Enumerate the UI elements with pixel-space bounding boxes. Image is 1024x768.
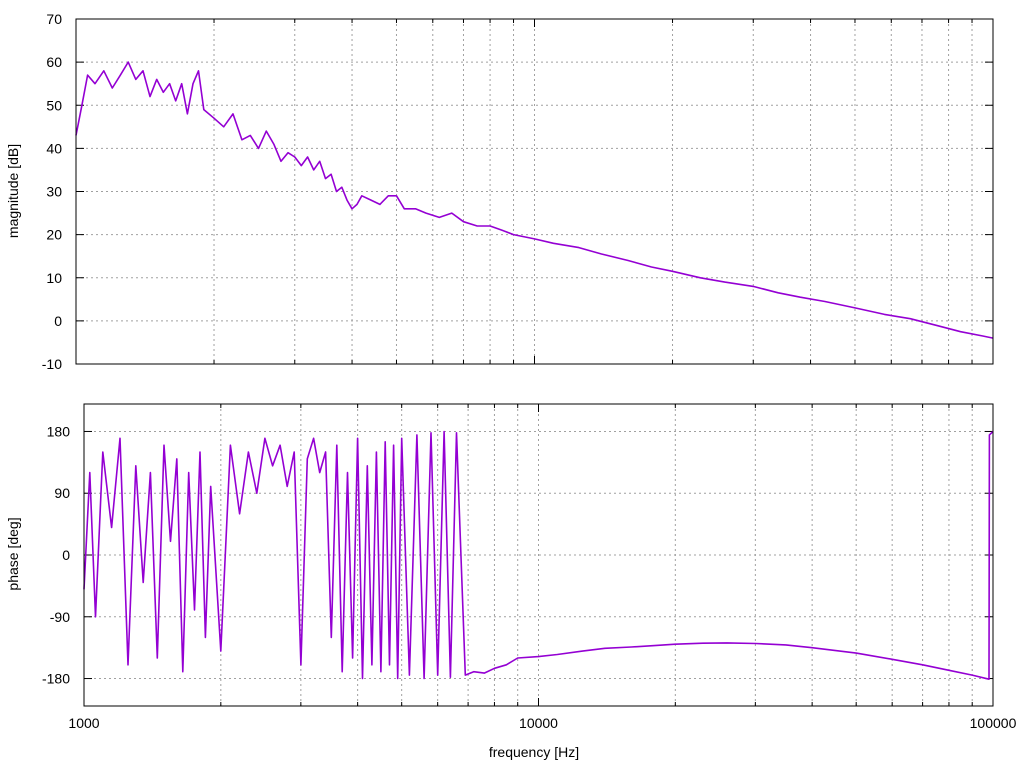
magnitude-plot-border: [75, 18, 994, 365]
frequency-x-tick-label: 100000: [970, 715, 1017, 731]
phase-y-tick-label: 90: [54, 485, 70, 501]
frequency-x-tick-label: 1000: [68, 715, 99, 731]
frequency-x-tick-label: 10000: [519, 715, 558, 731]
magnitude-y-tick-label: -10: [42, 356, 62, 372]
phase-y-tick-label: -90: [50, 609, 70, 625]
magnitude-y-tick-label: 20: [46, 227, 62, 243]
phase-chart: 180 90 0 -90 -180 1000 10000 100000: [42, 403, 1017, 731]
magnitude-y-tick-label: 30: [46, 184, 62, 200]
magnitude-y-tick-label: 50: [46, 97, 62, 113]
magnitude-series-line: [75, 61, 994, 339]
magnitude-y-tick-label: 60: [46, 54, 62, 70]
magnitude-y-axis-label: magnitude [dB]: [5, 144, 21, 238]
frequency-x-axis-label: frequency [Hz]: [489, 744, 579, 760]
magnitude-y-tick-label: 10: [46, 270, 62, 286]
phase-plot-border: [83, 403, 994, 707]
magnitude-y-tick-label: 0: [54, 313, 62, 329]
phase-y-tick-label: 0: [62, 547, 70, 563]
phase-y-tick-label: 180: [47, 423, 71, 439]
magnitude-y-tick-label: 40: [46, 140, 62, 156]
phase-y-axis-label: phase [deg]: [5, 517, 21, 590]
magnitude-y-tick-label: 70: [46, 11, 62, 27]
magnitude-chart: -10 0 10 20 30 40 50 60 70: [42, 11, 994, 372]
phase-y-tick-label: -180: [42, 671, 70, 687]
phase-series-line: [83, 430, 994, 680]
